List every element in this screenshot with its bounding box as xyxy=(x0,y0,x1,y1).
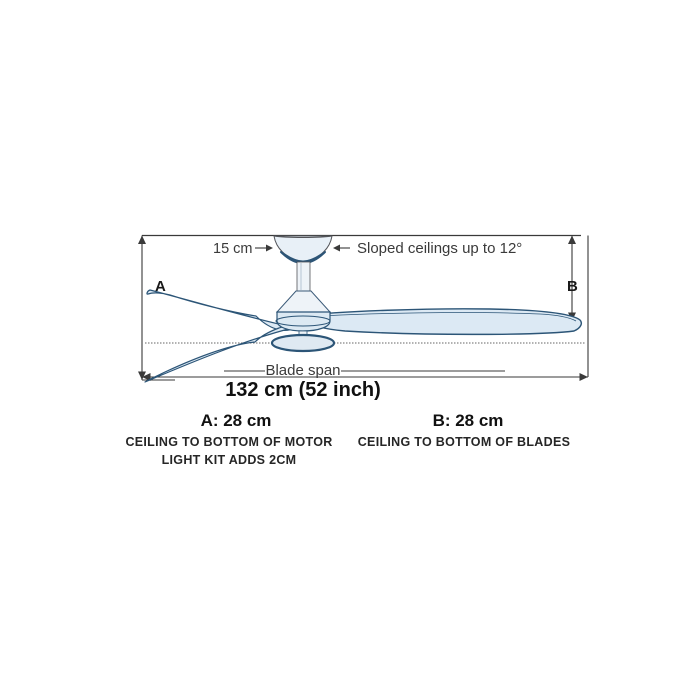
svg-text:Blade span: Blade span xyxy=(265,362,340,379)
svg-text:CEILING TO BOTTOM OF MOTOR: CEILING TO BOTTOM OF MOTOR xyxy=(125,435,332,449)
svg-text:A: 28 cm: A: 28 cm xyxy=(201,411,272,430)
svg-text:A: A xyxy=(155,278,166,295)
svg-text:Sloped ceilings up to 12°: Sloped ceilings up to 12° xyxy=(357,240,522,257)
svg-text:132 cm (52 inch): 132 cm (52 inch) xyxy=(225,379,381,401)
svg-text:LIGHT KIT ADDS 2CM: LIGHT KIT ADDS 2CM xyxy=(162,453,297,467)
svg-text:CEILING TO BOTTOM OF BLADES: CEILING TO BOTTOM OF BLADES xyxy=(358,435,571,449)
svg-text:15 cm: 15 cm xyxy=(213,241,253,257)
svg-text:B: 28 cm: B: 28 cm xyxy=(433,411,504,430)
svg-text:B: B xyxy=(567,278,578,295)
